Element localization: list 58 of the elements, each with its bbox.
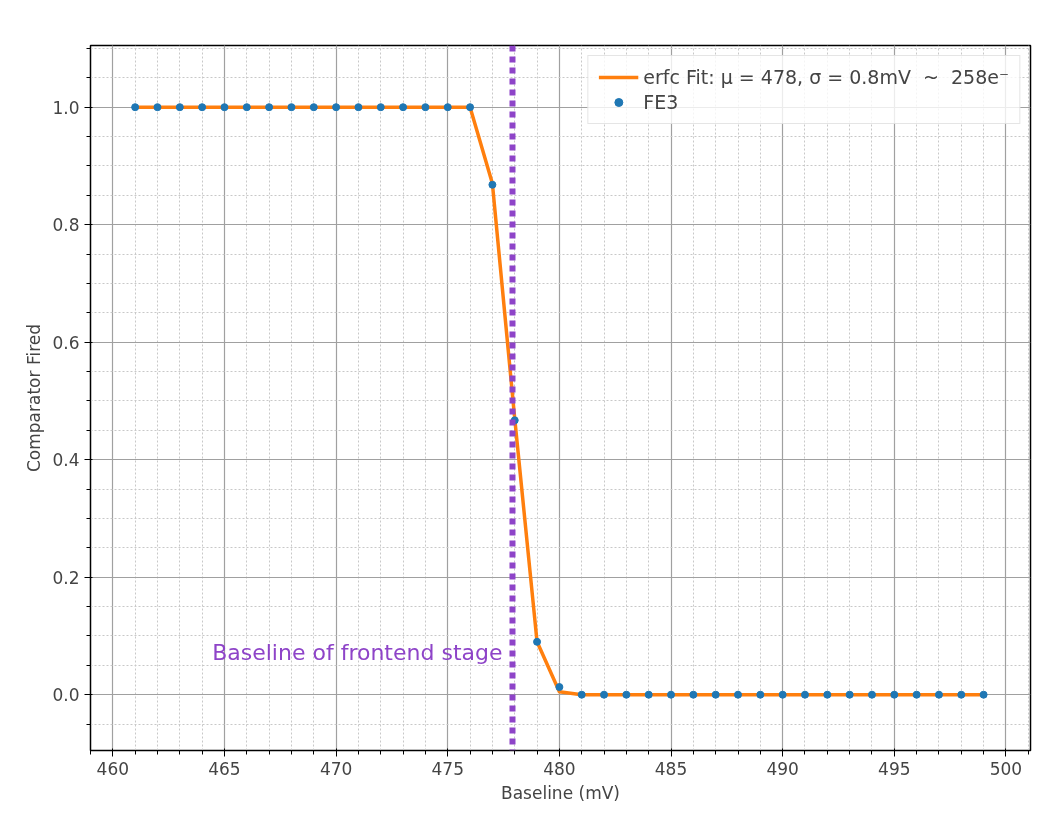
point	[242, 103, 251, 112]
point	[265, 103, 274, 112]
y-tick-label: 1.0	[52, 97, 80, 118]
point	[890, 690, 899, 699]
point	[823, 690, 832, 699]
x-axis-title: Baseline (mV)	[501, 782, 620, 803]
point	[734, 690, 743, 699]
point	[600, 690, 609, 699]
point	[421, 103, 430, 112]
point	[845, 690, 854, 699]
x-tick-label: 490	[766, 758, 799, 779]
x-tick-label: 460	[96, 758, 130, 779]
point	[153, 103, 162, 112]
point	[354, 103, 363, 112]
point	[555, 683, 564, 692]
legend-label: FE3	[643, 91, 679, 113]
point	[957, 690, 966, 699]
point	[287, 103, 296, 112]
y-tick-label: 0.6	[52, 332, 80, 353]
point	[756, 690, 765, 699]
x-tick-label: 470	[319, 758, 353, 779]
point	[800, 690, 809, 699]
point	[220, 103, 229, 112]
point	[644, 690, 653, 699]
point	[466, 103, 475, 112]
point	[399, 103, 408, 112]
point	[577, 690, 586, 699]
point	[443, 103, 452, 112]
point	[622, 690, 631, 699]
point	[131, 103, 140, 112]
ref-line-label: Baseline of frontend stage	[212, 639, 503, 665]
point	[533, 637, 542, 646]
x-tick-label: 475	[431, 758, 464, 779]
point	[711, 690, 720, 699]
y-tick-label: 0.0	[52, 685, 80, 706]
point	[778, 690, 787, 699]
x-tick-label: 485	[654, 758, 688, 779]
y-tick-label: 0.8	[52, 215, 80, 236]
point	[309, 103, 318, 112]
point	[867, 690, 876, 699]
legend-label: erfc Fit: μ = 478, σ = 0.8mV ~ 258e⁻	[643, 66, 1009, 88]
x-tick-label: 480	[543, 758, 576, 779]
point	[912, 690, 921, 699]
point	[979, 690, 988, 699]
y-tick-label: 0.2	[52, 567, 80, 588]
point	[198, 103, 207, 112]
y-axis-title: Comparator Fired	[24, 323, 45, 473]
point	[376, 103, 385, 112]
y-tick-label: 0.4	[52, 450, 80, 471]
point	[332, 103, 341, 112]
x-tick-label: 500	[989, 758, 1023, 779]
point	[175, 103, 184, 112]
point	[689, 690, 698, 699]
point	[667, 690, 676, 699]
x-tick-label: 465	[208, 758, 241, 779]
x-tick-label: 495	[878, 758, 911, 779]
point	[934, 690, 943, 699]
point	[488, 180, 497, 189]
